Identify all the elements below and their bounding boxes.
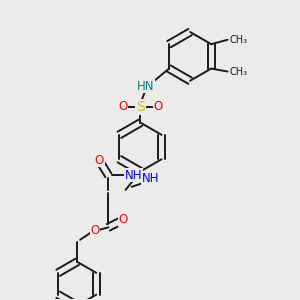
Text: O: O	[95, 154, 104, 167]
Text: NH: NH	[142, 172, 159, 185]
Text: CH₃: CH₃	[230, 67, 248, 76]
Text: S: S	[136, 100, 145, 114]
Text: O: O	[90, 224, 100, 237]
Text: O: O	[118, 213, 128, 226]
Text: O: O	[118, 100, 127, 113]
Text: HN: HN	[137, 80, 154, 93]
Text: NH: NH	[125, 169, 142, 182]
Text: O: O	[154, 100, 163, 113]
Text: CH₃: CH₃	[230, 35, 248, 45]
